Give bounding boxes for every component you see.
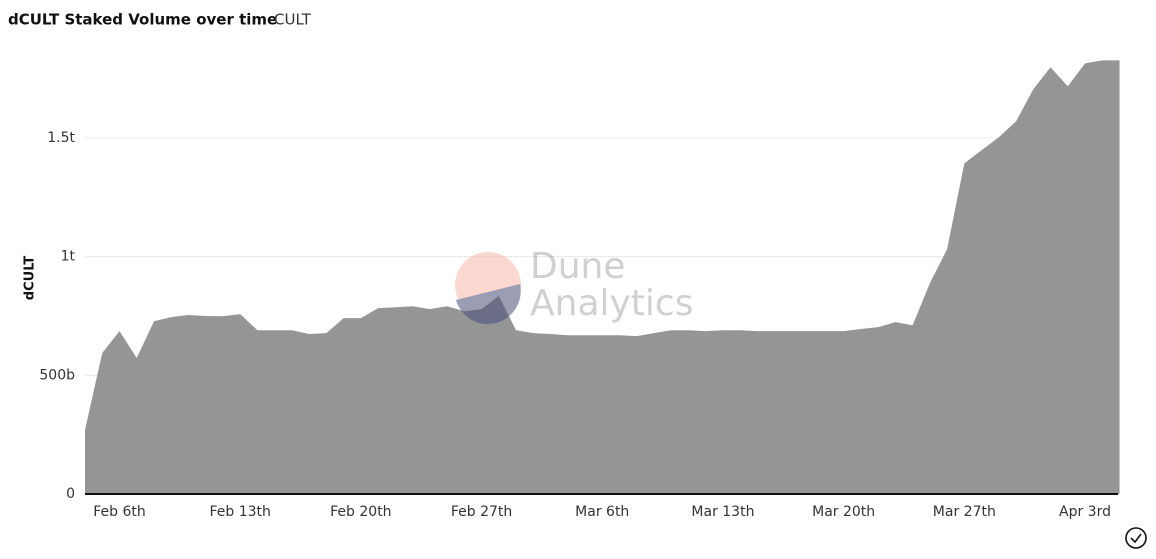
x-tick-label: Feb 20th <box>330 504 391 520</box>
watermark-text: Dune <box>530 246 626 287</box>
x-tick-label: Feb 6th <box>93 504 146 520</box>
check-icon[interactable] <box>1125 527 1147 549</box>
x-tick-label: Mar 13th <box>691 504 754 520</box>
x-tick-label: Mar 27th <box>933 504 996 520</box>
y-tick-label: 500b <box>39 367 75 383</box>
x-tick-label: Feb 27th <box>451 504 512 520</box>
area <box>85 60 1120 495</box>
chart-subtitle: CULT <box>274 11 312 29</box>
watermark-logo <box>456 284 521 325</box>
x-tick-label: Mar 20th <box>812 504 875 520</box>
x-tick-label: Mar 6th <box>575 504 629 520</box>
watermark-text: Analytics <box>530 283 693 324</box>
x-tick-label: Apr 3rd <box>1059 504 1111 520</box>
plot: 0 500b 1t 1.5t Feb 6th Feb 13th Feb 20th Feb 27… <box>39 60 1120 520</box>
chart-title: dCULT Staked Volume over time <box>8 11 277 29</box>
x-tick-label: Feb 13th <box>209 504 270 520</box>
watermark: Dune Analytics <box>455 246 693 325</box>
y-axis-label: dCULT <box>23 256 38 301</box>
y-tick-label: 0 <box>66 486 75 502</box>
y-tick-label: 1.5t <box>47 130 75 146</box>
y-tick-label: 1t <box>61 249 76 265</box>
